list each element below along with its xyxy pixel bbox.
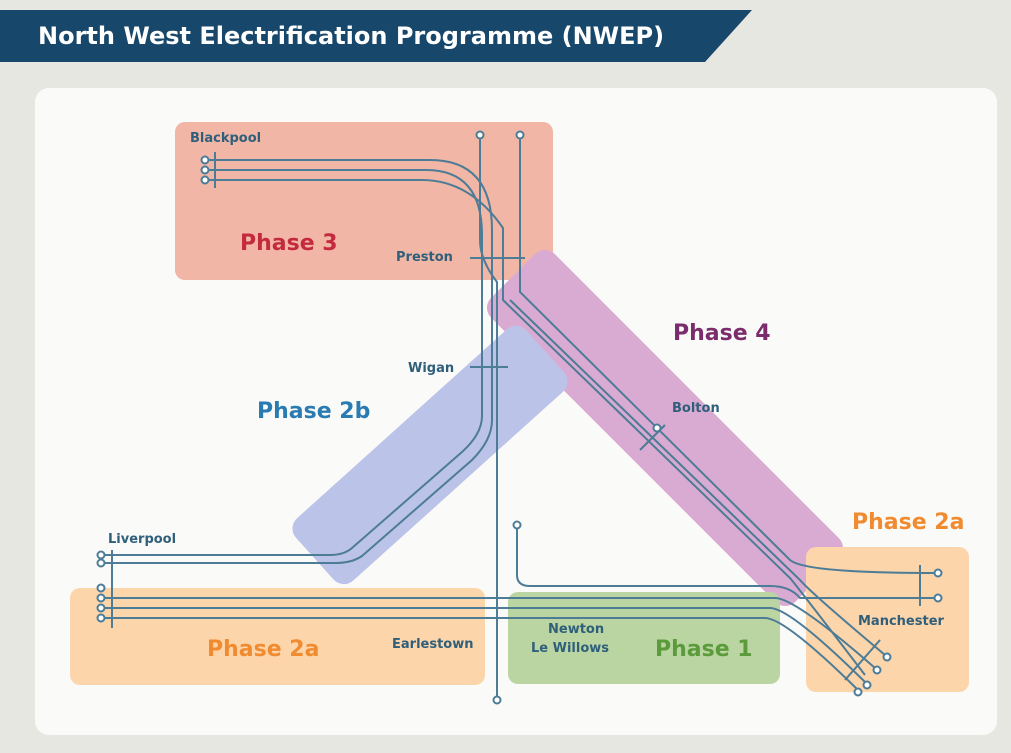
phase-region (486, 249, 844, 607)
terminus (862, 680, 872, 690)
terminus (96, 593, 106, 603)
terminus (933, 593, 943, 603)
track (519, 135, 936, 574)
terminus (96, 583, 106, 593)
terminus (96, 603, 106, 613)
terminus (853, 687, 863, 697)
phase-label: Phase 2a (852, 510, 964, 535)
phase-label: Phase 4 (673, 321, 771, 346)
terminus (200, 155, 210, 165)
phase-region (175, 122, 553, 280)
station-label: Manchester (858, 614, 945, 629)
terminus (515, 130, 525, 140)
terminus (200, 165, 210, 175)
track (105, 169, 483, 556)
terminus (96, 558, 106, 568)
station-label: Bolton (672, 401, 720, 416)
terminus (475, 130, 485, 140)
title: North West Electrification Programme (NW… (38, 22, 664, 50)
terminus (882, 652, 892, 662)
terminus (872, 665, 882, 675)
station-label: Liverpool (108, 532, 176, 547)
phase-region (508, 592, 780, 684)
terminus (492, 695, 502, 705)
track (105, 607, 866, 683)
terminus (200, 175, 210, 185)
track (509, 299, 886, 656)
track (105, 597, 876, 669)
stops (96, 130, 943, 705)
station-label: Blackpool (190, 131, 261, 146)
phase-label: Phase 1 (655, 637, 753, 662)
station-label: Preston (396, 250, 453, 265)
track (105, 159, 493, 564)
terminus (512, 520, 522, 530)
track (105, 617, 859, 691)
terminus (96, 550, 106, 560)
phase-label: Phase 2b (257, 399, 370, 424)
station-tick (844, 639, 881, 681)
station-label: Wigan (408, 361, 454, 376)
station-label: Earlestown (392, 637, 474, 652)
phase-region (806, 547, 969, 692)
terminus (933, 568, 943, 578)
station-label: Newton (548, 622, 604, 637)
terminus (652, 423, 662, 433)
track (479, 135, 498, 698)
phase-region (292, 325, 568, 585)
station-label: Le Willows (531, 641, 609, 656)
phase-region (70, 588, 485, 685)
track (516, 525, 935, 599)
tracks (105, 135, 936, 698)
terminus (96, 613, 106, 623)
title-banner (0, 10, 752, 62)
phase-label: Phase 2a (207, 637, 319, 662)
track (205, 179, 866, 676)
phase-label: Phase 3 (240, 231, 338, 256)
